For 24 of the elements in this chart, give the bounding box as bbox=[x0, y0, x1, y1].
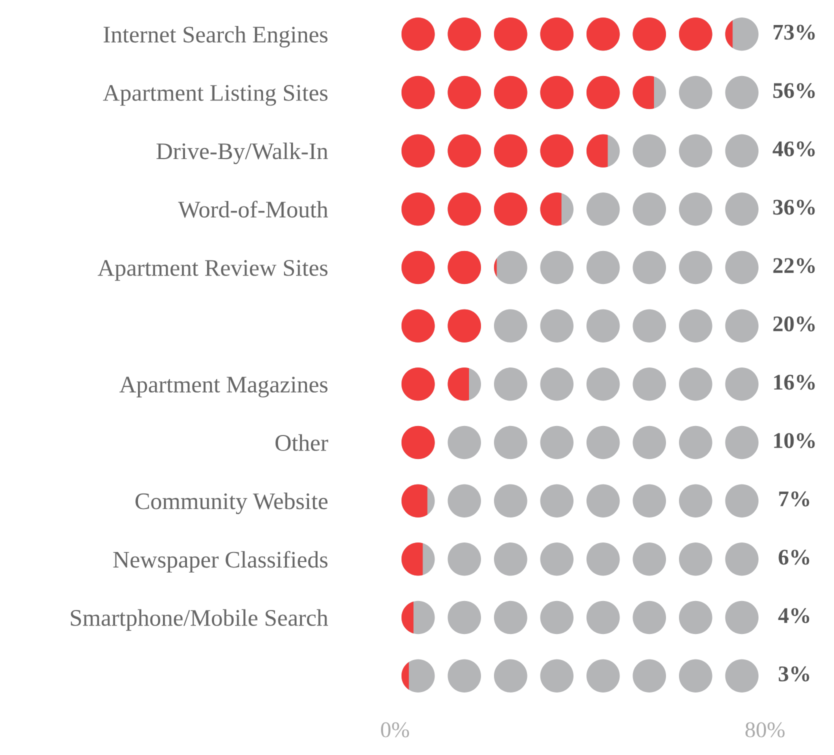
data-label: 16% bbox=[774, 374, 815, 390]
data-label: 10% bbox=[774, 433, 815, 448]
y-tick-label: Smartphone/Mobile Search bbox=[70, 609, 328, 631]
data-label: 22% bbox=[773, 258, 815, 274]
y-tick-label: Community Website bbox=[136, 492, 328, 514]
data-label: 36% bbox=[773, 200, 815, 215]
data-label: 7% bbox=[779, 491, 810, 506]
y-tick-label: Drive-By/Walk-In bbox=[156, 142, 328, 164]
data-label: 3% bbox=[778, 666, 810, 682]
y-tick-label: Apartment Magazines bbox=[119, 376, 328, 398]
y-tick-label: Apartment Listing Sites bbox=[102, 85, 328, 106]
y-tick-label: Newspaper Classifieds bbox=[113, 550, 328, 573]
data-label: 56% bbox=[773, 83, 815, 98]
y-tick-label: Apartment Review Sites bbox=[98, 260, 328, 281]
x-tick-label: 80% bbox=[745, 722, 785, 738]
y-tick-label: Word-of-Mouth bbox=[178, 200, 328, 218]
y-tick-label: Internet Search Engines bbox=[104, 26, 328, 48]
data-label: 46% bbox=[772, 141, 815, 156]
data-label: 20% bbox=[773, 316, 815, 332]
x-tick-label: 0% bbox=[381, 722, 410, 738]
data-label: 4% bbox=[778, 608, 810, 624]
data-label: 73% bbox=[774, 24, 815, 40]
y-tick-label: Other bbox=[276, 434, 328, 451]
data-label: 6% bbox=[778, 550, 810, 565]
